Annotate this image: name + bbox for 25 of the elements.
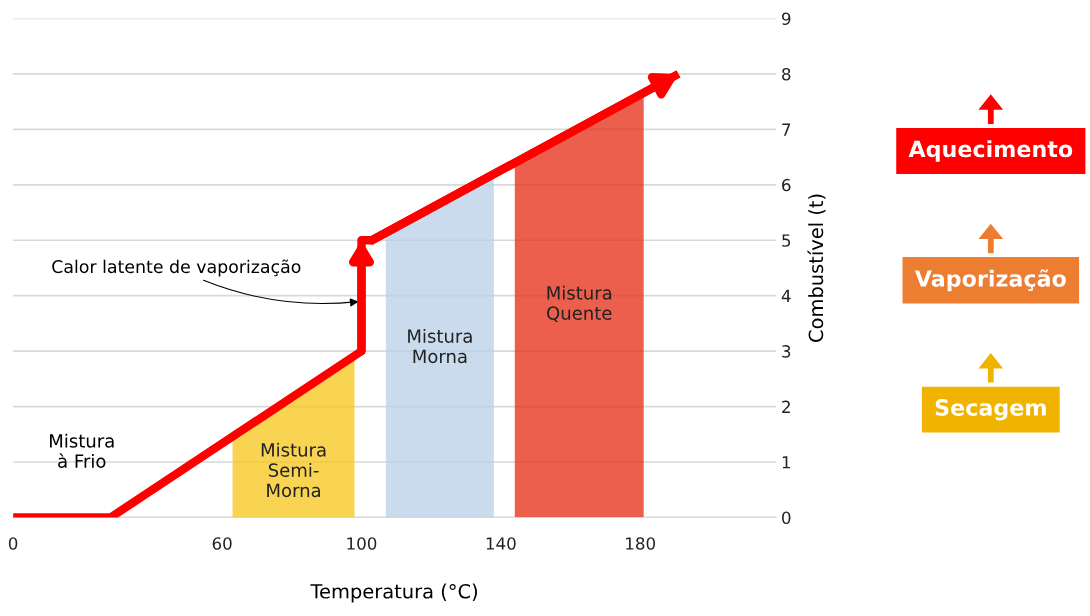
- series-label: Mistura Semi- Morna: [261, 442, 326, 498]
- x-axis-title: Temperatura (°C): [310, 583, 478, 603]
- text: Vaporização: [914, 269, 1066, 292]
- y-tick-label: 2: [782, 400, 790, 413]
- y-tick-label: 3: [782, 345, 791, 358]
- y-tick-label: 0: [782, 511, 791, 525]
- y-tick-label: 5: [782, 234, 791, 247]
- x-tick-label: 100: [347, 537, 377, 550]
- x-tick-label: 140: [486, 537, 516, 550]
- x-tick-label: 180: [626, 537, 655, 550]
- annotation: Calor latente de vaporização: [52, 259, 301, 277]
- y-axis-title: Combustível (t): [807, 194, 826, 342]
- y-tick-label: 8: [782, 67, 791, 81]
- y-tick-label: 7: [782, 123, 791, 136]
- y-tick-label: 1: [782, 456, 791, 469]
- y-tick-label: 4: [781, 289, 791, 303]
- y-tick-label: 9: [781, 12, 791, 26]
- series-label: Mistura Quente: [547, 285, 612, 322]
- text: Secagem: [935, 399, 1046, 421]
- x-tick-label: 0: [8, 537, 18, 550]
- x-tick-label: 60: [212, 537, 232, 550]
- text: Aquecimento: [908, 140, 1073, 162]
- series-label: Mistura Morna: [408, 328, 472, 364]
- annotation: Mistura à Frio: [50, 433, 114, 468]
- y-tick-label: 6: [782, 178, 791, 192]
